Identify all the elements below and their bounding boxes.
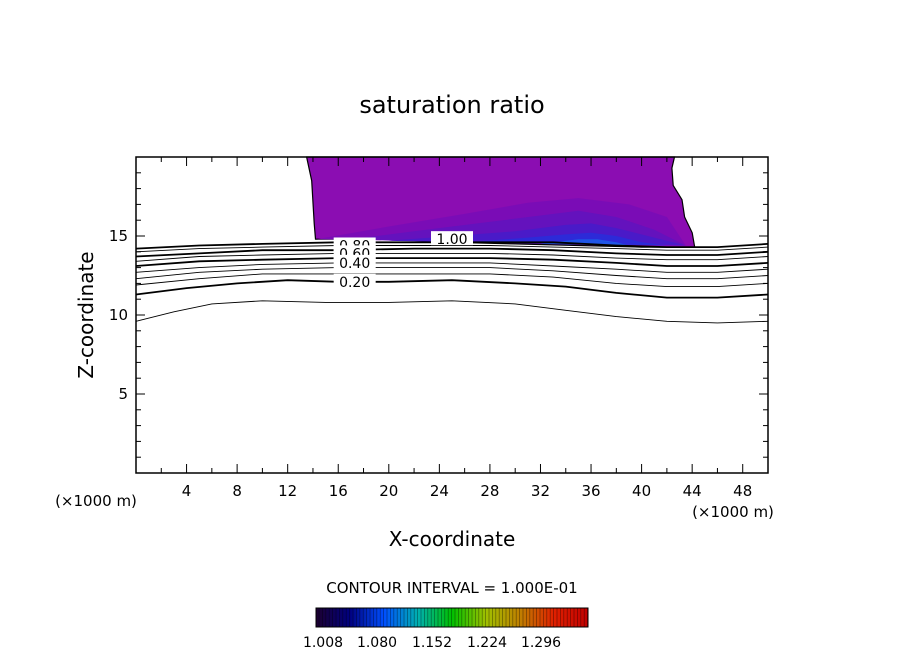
contour-line (135, 267, 769, 280)
contour-label-bg (333, 273, 376, 288)
contour-line (135, 273, 769, 288)
y-tick-label: 5 (118, 385, 128, 403)
x-tick-label: 20 (379, 482, 398, 500)
colorbar-tick-label: 1.080 (357, 635, 397, 651)
x-unit-left: (×1000 m) (55, 492, 137, 510)
contour-label-bg (431, 231, 473, 246)
x-tick-label: 4 (182, 482, 192, 500)
x-axis-label: X-coordinate (389, 527, 516, 551)
colorbar-tick-label: 1.296 (521, 635, 561, 651)
contour-label: 0.40 (339, 256, 370, 272)
contour-line (135, 247, 769, 258)
x-tick-label: 40 (632, 482, 651, 500)
x-tick-label: 32 (531, 482, 550, 500)
contour-interval-text: CONTOUR INTERVAL = 1.000E-01 (326, 579, 577, 597)
contour-line (135, 279, 769, 299)
chart-title: saturation ratio (359, 91, 544, 119)
supersaturated-region (305, 156, 696, 248)
colorbar-tick-label: 1.152 (412, 635, 452, 651)
y-axis-label: Z-coordinate (74, 251, 98, 378)
contour-line (135, 262, 769, 273)
contour-line (135, 245, 769, 253)
contour-label: 1.00 (436, 232, 467, 248)
contour-labels: 1.000.800.600.400.20 (333, 231, 473, 291)
contour-line (135, 241, 769, 250)
contour-line (135, 257, 769, 267)
x-tick-label: 16 (329, 482, 348, 500)
x-tick-label: 8 (232, 482, 242, 500)
colorbar-tick-label: 1.008 (303, 635, 343, 651)
y-tick-label: 10 (109, 306, 128, 324)
contour-label: 0.20 (339, 275, 370, 291)
colorbar-tick-label: 1.224 (467, 635, 507, 651)
x-tick-label: 36 (581, 482, 600, 500)
y-tick-label: 15 (109, 227, 128, 245)
x-unit-right: (×1000 m) (692, 503, 774, 521)
contour-line (135, 252, 769, 262)
x-tick-label: 24 (430, 482, 449, 500)
colorbar-labels: 1.008 1.080 1.152 1.224 1.296 (303, 635, 561, 651)
contour-label-bg (333, 254, 376, 269)
colorbar-gradient (315, 607, 589, 628)
contour-line (135, 300, 769, 324)
x-tick-label: 12 (278, 482, 297, 500)
contour-lines (135, 241, 769, 324)
colorbar (315, 607, 589, 628)
x-tick-label: 44 (683, 482, 702, 500)
x-tick-label: 28 (480, 482, 499, 500)
region-band (540, 239, 629, 246)
x-tick-label: 48 (733, 482, 752, 500)
